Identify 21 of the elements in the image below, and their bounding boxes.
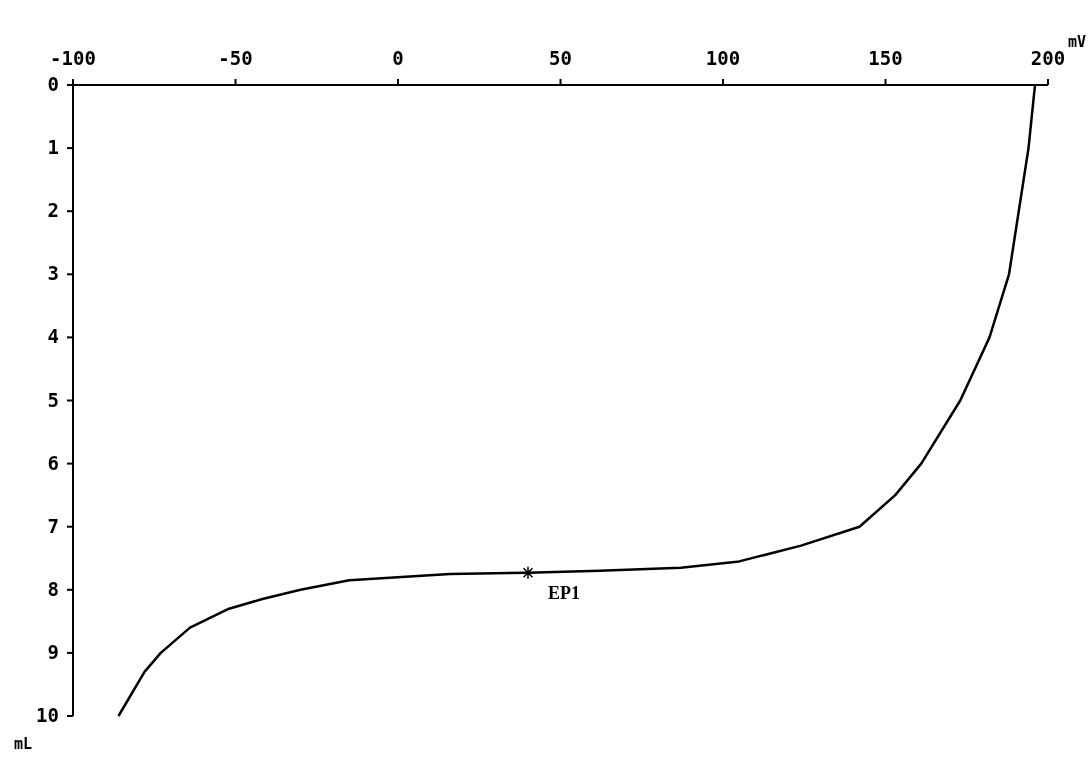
annotation: EP1 — [548, 582, 581, 603]
y-tick-label: 6 — [47, 451, 59, 474]
x-tick-label: 100 — [705, 47, 741, 69]
x-tick-label: -50 — [218, 47, 253, 69]
y-tick-label: 5 — [47, 388, 59, 411]
x-axis-title: mV — [1067, 33, 1086, 51]
x-tick-label: 200 — [1030, 47, 1066, 69]
y-tick-label: 1 — [47, 136, 59, 159]
x-tick-label: -100 — [50, 47, 96, 69]
x-tick-label: 0 — [392, 47, 404, 69]
y-tick-label: 8 — [47, 577, 59, 600]
y-tick-label: 10 — [36, 704, 59, 726]
y-tick-label: 3 — [47, 262, 59, 285]
y-tick-label: 2 — [47, 199, 59, 222]
y-tick-label: 9 — [47, 640, 59, 663]
y-tick-label: 0 — [47, 73, 59, 95]
y-tick-label: 4 — [47, 325, 59, 348]
y-axis-title: mL — [14, 735, 33, 753]
x-tick-label: 50 — [549, 47, 572, 69]
x-tick-label: 150 — [868, 47, 903, 69]
y-tick-label: 7 — [47, 514, 59, 537]
